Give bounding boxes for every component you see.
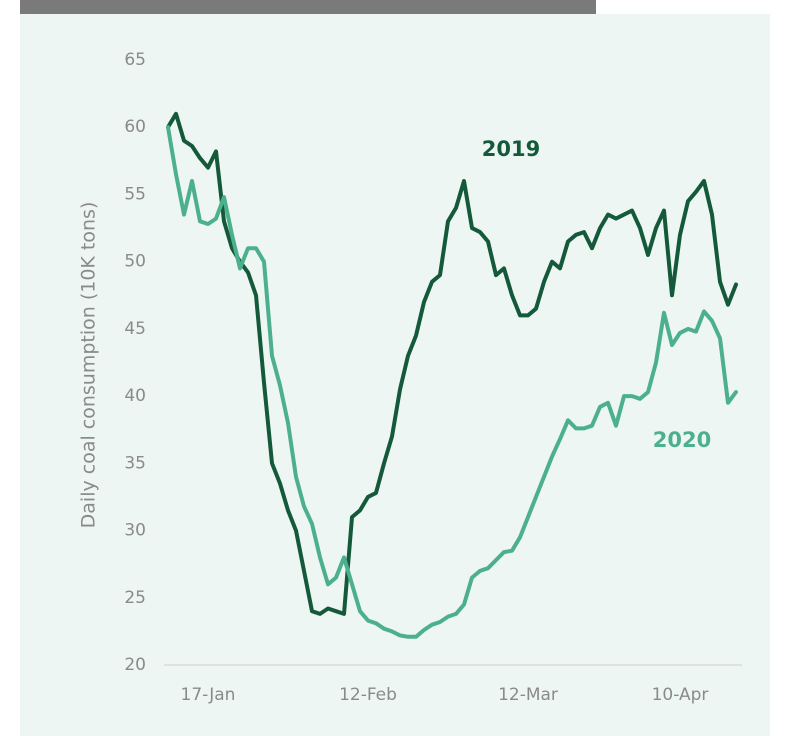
series-line (166, 111, 738, 616)
y-tick-label: 30 (124, 521, 146, 541)
y-tick-label: 60 (124, 117, 146, 137)
header-bar (20, 0, 596, 14)
x-tick-label: 12-Feb (339, 685, 397, 705)
chart-panel (20, 14, 770, 736)
y-axis-title: Daily coal consumption (10K tons) (78, 202, 100, 529)
series-line (166, 125, 738, 639)
series-label: 2019 (482, 137, 540, 161)
y-tick-label: 35 (124, 453, 146, 473)
x-tick-label: 17-Jan (181, 685, 236, 705)
y-tick-label: 40 (124, 386, 146, 406)
y-tick-label: 50 (124, 252, 146, 272)
y-tick-label: 65 (124, 50, 146, 70)
y-tick-label: 25 (124, 588, 146, 608)
y-tick-label: 20 (124, 655, 146, 675)
x-tick-label: 12-Mar (498, 685, 558, 705)
series-label: 2020 (653, 428, 711, 452)
x-tick-label: 10-Apr (652, 685, 709, 705)
y-tick-label: 45 (124, 319, 146, 339)
y-tick-label: 55 (124, 184, 146, 204)
